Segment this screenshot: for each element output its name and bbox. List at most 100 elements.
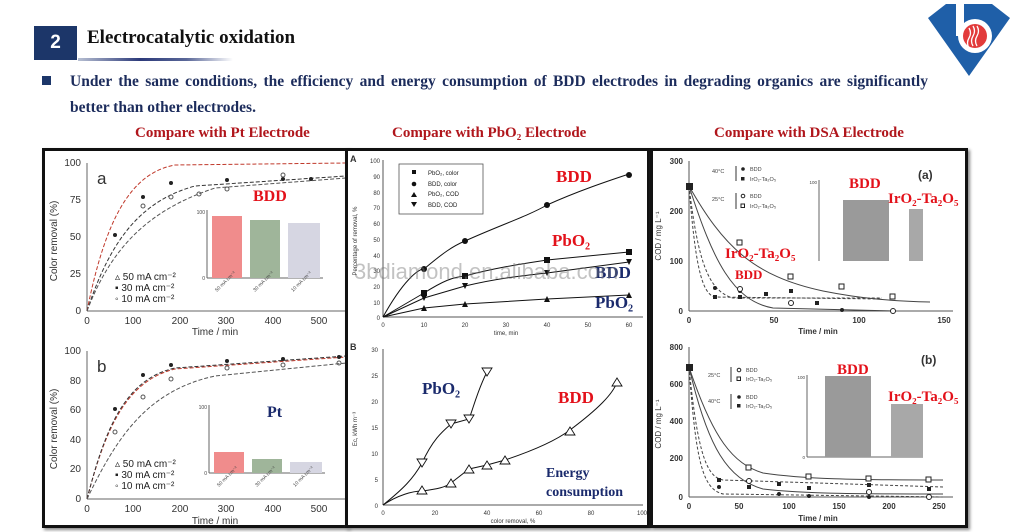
svg-text:300: 300 (218, 504, 235, 515)
svg-text:BDD: BDD (750, 194, 762, 200)
svg-text:70: 70 (373, 206, 380, 212)
svg-text:400: 400 (265, 316, 282, 327)
svg-text:400: 400 (670, 417, 684, 426)
svg-text:90: 90 (373, 175, 380, 181)
svg-text:60: 60 (536, 511, 543, 517)
svg-text:COD / mg L⁻¹: COD / mg L⁻¹ (654, 399, 663, 448)
svg-text:B: B (350, 342, 357, 352)
svg-text:100: 100 (197, 210, 206, 216)
svg-text:50: 50 (585, 323, 592, 329)
svg-text:150: 150 (937, 316, 951, 325)
svg-text:300: 300 (670, 157, 684, 166)
svg-text:5: 5 (375, 478, 379, 484)
pbo2-comparison-panel: A 100 90 80 70 60 50 40 30 20 10 0 0 10 … (345, 148, 650, 528)
svg-text:0: 0 (84, 504, 90, 515)
pbo2-a-pbo2-color-label: PbO₂ (552, 231, 591, 250)
svg-text:40°C: 40°C (708, 399, 720, 405)
svg-text:PbO₂, color: PbO₂, color (428, 171, 459, 177)
svg-text:Time / min: Time / min (192, 516, 238, 527)
pbo2-b-bdd-label: BDD (558, 388, 594, 407)
svg-text:100: 100 (125, 316, 142, 327)
svg-text:0: 0 (381, 323, 385, 329)
dsa-chart-b: 800 600 400 200 0 0 50 100 150 200 250 T… (654, 343, 953, 523)
pbo2-b-pbo2-label: PbO₂ (422, 379, 461, 398)
dsa-a-iro2-inset-label: IrO₂-Ta₂O₅ (888, 191, 959, 207)
pt-a-bdd-label: BDD (253, 188, 287, 205)
svg-text:60: 60 (626, 323, 633, 329)
svg-text:300: 300 (218, 316, 235, 327)
dsa-a-bdd-inset-label: BDD (849, 176, 881, 192)
svg-text:100: 100 (782, 502, 796, 511)
svg-text:0: 0 (679, 493, 684, 502)
svg-text:100: 100 (64, 346, 81, 357)
svg-text:BDD: BDD (750, 167, 762, 173)
svg-text:Time / min: Time / min (192, 327, 238, 338)
svg-text:50: 50 (373, 238, 380, 244)
dsa-a-bdd-curve-label: BDD (735, 267, 763, 282)
svg-text:20: 20 (371, 400, 378, 406)
svg-text:200: 200 (172, 504, 189, 515)
dsa-a-iro2-curve-label: IrO₂-Ta₂O₅ (725, 246, 796, 262)
svg-text:time, min: time, min (494, 331, 518, 336)
svg-text:10: 10 (371, 452, 378, 458)
svg-text:100: 100 (670, 257, 684, 266)
svg-text:40: 40 (373, 254, 380, 260)
pt-comparison-panel: 100 75 50 25 0 0 100 200 300 400 500 Tim… (42, 148, 349, 528)
svg-text:250: 250 (932, 502, 946, 511)
section-number-badge: 2 (34, 26, 77, 60)
svg-text:400: 400 (265, 504, 282, 515)
svg-text:IrO₂-Ta₂O₅: IrO₂-Ta₂O₅ (746, 404, 772, 410)
dsa-chart-a: 300 200 100 0 0 50 100 150 Time / min CO… (654, 157, 953, 336)
svg-text:0: 0 (679, 307, 684, 316)
svg-text:100: 100 (199, 405, 208, 411)
svg-text:▪ 30 mA cm⁻²: ▪ 30 mA cm⁻² (115, 283, 175, 294)
energy-label-line2: consumption (546, 485, 624, 500)
dsa-b-bdd-inset-label: BDD (837, 362, 869, 378)
svg-text:25: 25 (70, 269, 82, 280)
column-heading-dsa: Compare with DSA Electrode (714, 125, 904, 141)
svg-text:▪ 30 mA cm⁻²: ▪ 30 mA cm⁻² (115, 470, 175, 481)
svg-text:0: 0 (687, 316, 692, 325)
title-underline (78, 58, 233, 61)
svg-text:IrO₂-Ta₂O₅: IrO₂-Ta₂O₅ (750, 204, 776, 210)
svg-text:100: 100 (125, 504, 142, 515)
svg-text:PbO₂, COD: PbO₂, COD (428, 192, 460, 198)
svg-text:50: 50 (770, 316, 779, 325)
svg-text:0: 0 (381, 511, 385, 517)
svg-text:▵ 50 mA cm⁻²: ▵ 50 mA cm⁻² (115, 459, 177, 470)
pt-chart-b: 100 80 60 40 20 0 0 100 200 300 400 500 … (49, 346, 346, 527)
pbo2-a-bdd-color-label: BDD (556, 167, 592, 186)
svg-text:100: 100 (809, 180, 817, 185)
pbo2-a-pbo2-cod-label: PbO₂ (595, 293, 634, 312)
svg-text:◦ 10 mA cm⁻²: ◦ 10 mA cm⁻² (115, 294, 175, 305)
svg-text:(b): (b) (921, 353, 936, 367)
svg-text:15: 15 (371, 426, 378, 432)
svg-text:150: 150 (832, 502, 846, 511)
svg-text:20: 20 (432, 511, 439, 517)
svg-text:0: 0 (204, 471, 207, 477)
svg-text:80: 80 (70, 376, 82, 387)
square-bullet-icon (42, 76, 51, 85)
dsa-b-iro2-inset-label: IrO₂-Ta₂O₅ (888, 389, 959, 405)
svg-text:40: 40 (484, 511, 491, 517)
svg-text:60: 60 (373, 222, 380, 228)
dsa-comparison-panel: 300 200 100 0 0 50 100 150 Time / min CO… (650, 148, 968, 528)
svg-text:500: 500 (311, 504, 328, 515)
svg-text:0: 0 (202, 276, 205, 282)
svg-text:▵ 50 mA cm⁻²: ▵ 50 mA cm⁻² (115, 272, 177, 283)
svg-text:20: 20 (373, 285, 380, 291)
svg-text:100: 100 (852, 316, 866, 325)
svg-text:0: 0 (84, 316, 90, 327)
svg-text:0: 0 (377, 316, 381, 322)
svg-text:100: 100 (637, 511, 647, 517)
svg-text:25°C: 25°C (708, 373, 720, 379)
svg-text:Color removal (%): Color removal (%) (49, 389, 60, 470)
svg-text:A: A (350, 154, 357, 164)
pt-b-pt-label: Pt (267, 404, 283, 421)
column-heading-pt: Compare with Pt Electrode (135, 125, 310, 141)
svg-text:(a): (a) (918, 168, 933, 182)
svg-text:b: b (97, 357, 106, 376)
svg-text:40: 40 (544, 323, 551, 329)
svg-text:BDD: BDD (746, 395, 758, 401)
